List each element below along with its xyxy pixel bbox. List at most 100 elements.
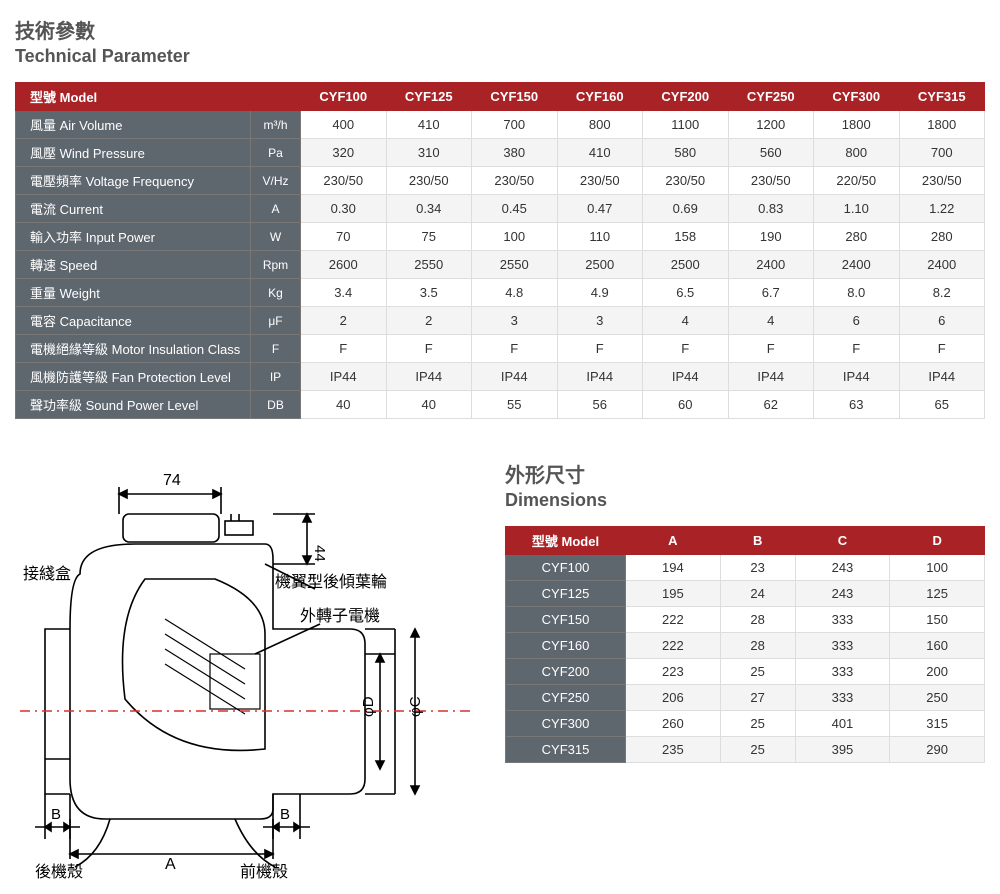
dim-title-cn: 外形尺寸 (505, 459, 985, 488)
dim-value: 333 (795, 659, 890, 685)
dim-model-header: 型號 Model (506, 527, 626, 555)
dimensions-section: 外形尺寸 Dimensions 型號 Model A B C D CYF1001… (505, 459, 985, 879)
cell-value: 800 (814, 139, 900, 167)
table-row: CYF20022325333200 (506, 659, 985, 685)
dim-value: 260 (626, 711, 721, 737)
cell-value: 800 (557, 111, 643, 139)
dim-value: 333 (795, 633, 890, 659)
cell-value: 0.69 (643, 195, 729, 223)
dim-value: 333 (795, 607, 890, 633)
cell-value: F (814, 335, 900, 363)
cell-value: F (728, 335, 814, 363)
impeller-label: 機翼型後傾葉輪 (275, 573, 387, 591)
table-row: 風量 Air Volumem³/h40041070080011001200180… (16, 111, 985, 139)
model-col: CYF300 (814, 83, 900, 111)
table-row: 重量 WeightKg3.43.54.84.96.56.78.08.2 (16, 279, 985, 307)
cell-value: 6 (899, 307, 985, 335)
cell-value: 2600 (301, 251, 387, 279)
cell-value: IP44 (643, 363, 729, 391)
cell-value: 2550 (386, 251, 472, 279)
section-title-cn: 技術參數 (15, 15, 985, 44)
cell-value: F (557, 335, 643, 363)
cell-value: F (472, 335, 558, 363)
dim-model-cell: CYF250 (506, 685, 626, 711)
model-col: CYF160 (557, 83, 643, 111)
model-col: CYF100 (301, 83, 387, 111)
cell-value: 230/50 (301, 167, 387, 195)
dim-value: 125 (890, 581, 985, 607)
model-col: CYF315 (899, 83, 985, 111)
cell-value: 410 (386, 111, 472, 139)
cell-value: IP44 (557, 363, 643, 391)
cell-value: 1.22 (899, 195, 985, 223)
cell-value: 280 (899, 223, 985, 251)
dim-value: 28 (720, 633, 795, 659)
table-row: 電容 CapacitanceμF22334466 (16, 307, 985, 335)
cell-value: 1100 (643, 111, 729, 139)
cell-value: F (301, 335, 387, 363)
dim-model-cell: CYF300 (506, 711, 626, 737)
row-unit: W (251, 223, 301, 251)
row-label: 電容 Capacitance (16, 307, 251, 335)
cell-value: F (386, 335, 472, 363)
dim-value: 235 (626, 737, 721, 763)
cell-value: 4 (728, 307, 814, 335)
dim-header-row: 型號 Model A B C D (506, 527, 985, 555)
dim-value: 28 (720, 607, 795, 633)
dim-value: 27 (720, 685, 795, 711)
table-row: 轉速 SpeedRpm26002550255025002500240024002… (16, 251, 985, 279)
dim-value: 100 (890, 555, 985, 581)
cell-value: 2500 (557, 251, 643, 279)
cell-value: IP44 (472, 363, 558, 391)
cell-value: 8.2 (899, 279, 985, 307)
dim-value: 200 (890, 659, 985, 685)
row-unit: A (251, 195, 301, 223)
cell-value: 75 (386, 223, 472, 251)
technical-parameter-table: 型號 Model CYF100 CYF125 CYF150 CYF160 CYF… (15, 82, 985, 419)
dim-c-label: φC (407, 696, 424, 717)
dim-value: 25 (720, 659, 795, 685)
table-row: CYF16022228333160 (506, 633, 985, 659)
model-col: CYF200 (643, 83, 729, 111)
row-unit: Pa (251, 139, 301, 167)
cell-value: 2 (301, 307, 387, 335)
dim-value: 243 (795, 581, 890, 607)
cell-value: IP44 (386, 363, 472, 391)
table-row: CYF10019423243100 (506, 555, 985, 581)
dim-value: 25 (720, 711, 795, 737)
product-diagram: 74 44 接綫盒 機翼型後傾葉輪 外轉子電機 B B A 後機殼 前機殼 φC… (15, 459, 475, 879)
cell-value: 400 (301, 111, 387, 139)
cell-value: 0.45 (472, 195, 558, 223)
cell-value: 65 (899, 391, 985, 419)
cell-value: 4.9 (557, 279, 643, 307)
table-row: 聲功率級 Sound Power LevelDB4040555660626365 (16, 391, 985, 419)
cell-value: 0.30 (301, 195, 387, 223)
cell-value: 2500 (643, 251, 729, 279)
dim-model-cell: CYF315 (506, 737, 626, 763)
dim-model-cell: CYF150 (506, 607, 626, 633)
cell-value: 3 (472, 307, 558, 335)
cell-value: 2400 (814, 251, 900, 279)
dim-value: 290 (890, 737, 985, 763)
row-label: 電機絕緣等級 Motor Insulation Class (16, 335, 251, 363)
dim-value: 395 (795, 737, 890, 763)
cell-value: 230/50 (557, 167, 643, 195)
dim-value: 25 (720, 737, 795, 763)
row-label: 重量 Weight (16, 279, 251, 307)
dim-value: 222 (626, 633, 721, 659)
dim-value: 315 (890, 711, 985, 737)
cell-value: 62 (728, 391, 814, 419)
row-unit: μF (251, 307, 301, 335)
row-unit: IP (251, 363, 301, 391)
motor-label: 外轉子電機 (300, 607, 380, 625)
dim-d-label: φD (360, 696, 377, 717)
dim-col-c: C (795, 527, 890, 555)
cell-value: 280 (814, 223, 900, 251)
section-title-en: Technical Parameter (15, 46, 985, 67)
cell-value: IP44 (728, 363, 814, 391)
row-label: 電流 Current (16, 195, 251, 223)
diagram-column: 74 44 接綫盒 機翼型後傾葉輪 外轉子電機 B B A 後機殼 前機殼 φC… (15, 459, 475, 879)
table-row: 輸入功率 Input PowerW7075100110158190280280 (16, 223, 985, 251)
dim-value: 223 (626, 659, 721, 685)
dim-model-cell: CYF200 (506, 659, 626, 685)
